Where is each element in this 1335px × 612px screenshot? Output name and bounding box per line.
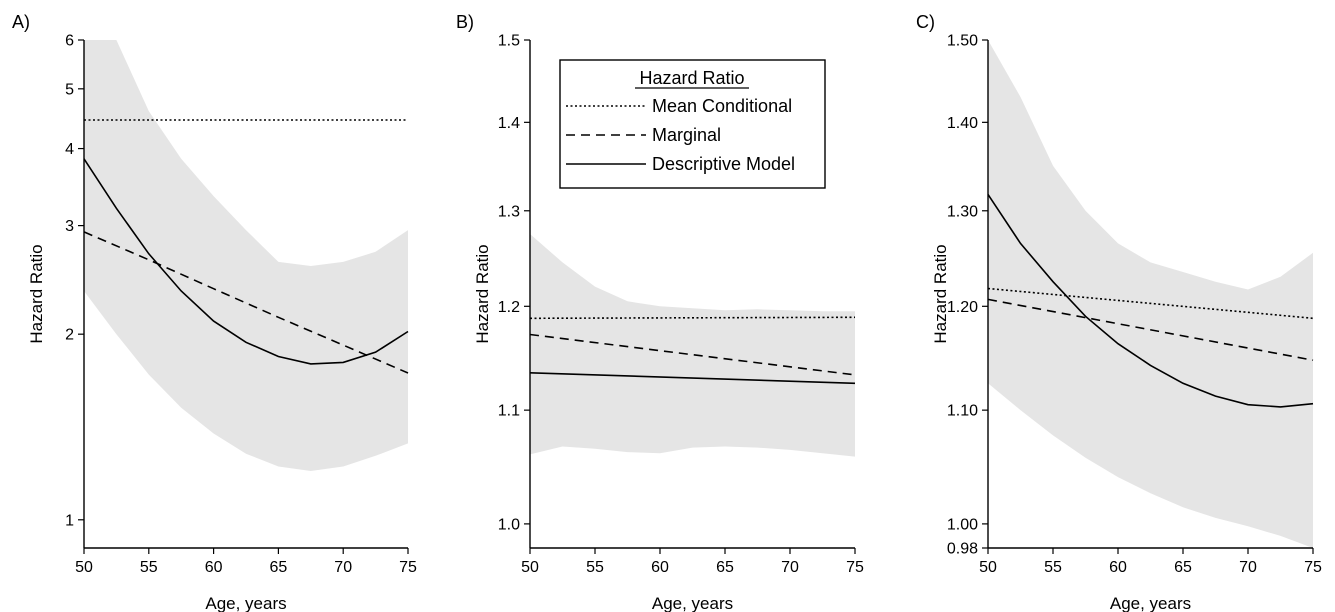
confidence-band <box>988 40 1313 548</box>
y-tick-label: 1.2 <box>498 299 520 316</box>
series-line-descriptive-model <box>83 158 409 365</box>
x-tick-label: 60 <box>1109 559 1127 576</box>
confidence-band <box>84 40 408 471</box>
chart-panel-1: 50 55 60 65 70 75 1 2 3 4 5 6 Age, years Hazard Ratio… <box>12 12 417 612</box>
y-tick-label: 5 <box>65 81 74 98</box>
panel-label: A) <box>12 12 30 32</box>
y-tick-label: 1.0 <box>498 516 520 533</box>
x-tick-label: 55 <box>586 559 604 576</box>
series-line-descriptive-model <box>529 372 856 385</box>
confidence-band <box>530 234 855 457</box>
y-tick-label: 1.50 <box>947 33 978 50</box>
series-line-marginal <box>529 333 856 376</box>
x-tick-label: 60 <box>651 559 669 576</box>
legend-label-mean_conditional: Mean Conditional <box>652 96 792 116</box>
x-tick-label: 55 <box>1044 559 1062 576</box>
x-axis-title: Age, years <box>205 594 286 612</box>
y-tick-label: 1.3 <box>498 203 520 220</box>
y-tick-label: 2 <box>65 327 74 344</box>
y-tick-label: 1.00 <box>947 516 978 533</box>
panel-label: B) <box>456 12 474 32</box>
series-line-mean-conditional <box>529 316 856 320</box>
y-tick-label: 1.20 <box>947 299 978 316</box>
series-line-marginal <box>987 298 1314 361</box>
x-tick-label: 70 <box>334 559 352 576</box>
x-tick-label: 75 <box>846 559 864 576</box>
legend-box <box>559 59 826 189</box>
x-tick-label: 65 <box>716 559 734 576</box>
y-axis-title: Hazard Ratio <box>931 244 950 343</box>
x-tick-label: 75 <box>1304 559 1322 576</box>
y-tick-label: 6 <box>65 33 74 50</box>
y-tick-label: 1.5 <box>498 33 520 50</box>
legend-label-descriptive: Descriptive Model <box>652 154 795 174</box>
chart-panel-2: 50 55 60 65 70 75 1.0 1.1 1.2 1.3 1.4 1.5 Age, years… <box>456 12 864 612</box>
x-tick-label: 50 <box>979 559 997 576</box>
legend-title: Hazard Ratio <box>639 68 744 88</box>
legend-label-marginal: Marginal <box>652 125 721 145</box>
y-tick-label: 4 <box>65 141 74 158</box>
x-tick-label: 65 <box>1174 559 1192 576</box>
y-tick-label: 1.10 <box>947 403 978 420</box>
x-tick-label: 55 <box>140 559 158 576</box>
series-line-descriptive-model <box>987 193 1314 408</box>
y-axis-title: Hazard Ratio <box>27 244 46 343</box>
y-tick-label: 1.4 <box>498 115 520 132</box>
y-tick-label: 1.1 <box>498 403 520 420</box>
panel-label: C) <box>916 12 935 32</box>
x-axis-title: Age, years <box>652 594 733 612</box>
x-tick-label: 75 <box>399 559 417 576</box>
x-tick-label: 60 <box>205 559 223 576</box>
x-tick-label: 70 <box>781 559 799 576</box>
chart-panel-3: 50 55 60 65 70 75 0.98 1.00 1.10 1.20 1.30 1.40 1.50… <box>916 12 1322 612</box>
y-tick-label: 1.40 <box>947 115 978 132</box>
legend: Hazard Ratio Mean Conditional Marginal Desc… <box>559 59 826 189</box>
x-tick-label: 70 <box>1239 559 1257 576</box>
y-tick-label: 0.98 <box>947 541 978 558</box>
y-tick-label: 3 <box>65 218 74 235</box>
x-tick-label: 50 <box>521 559 539 576</box>
x-tick-label: 65 <box>270 559 288 576</box>
y-tick-label: 1 <box>65 512 74 529</box>
series-line-mean-conditional <box>987 287 1314 320</box>
x-axis-title: Age, years <box>1110 594 1191 612</box>
y-tick-label: 1.30 <box>947 203 978 220</box>
x-tick-label: 50 <box>75 559 93 576</box>
y-axis-title: Hazard Ratio <box>473 244 492 343</box>
